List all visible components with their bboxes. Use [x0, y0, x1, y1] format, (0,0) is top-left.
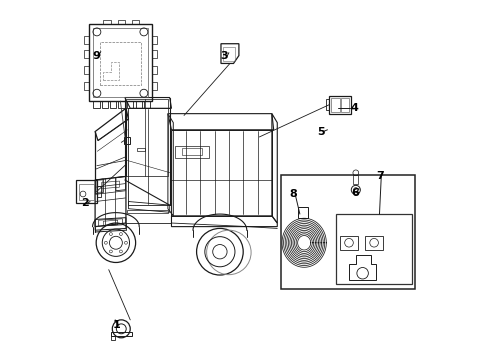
Text: 9: 9: [93, 51, 100, 61]
Text: 1: 1: [112, 320, 120, 330]
Text: 2: 2: [81, 198, 89, 208]
Text: 8: 8: [290, 189, 297, 199]
Text: 4: 4: [351, 103, 359, 113]
Text: 3: 3: [220, 51, 227, 61]
Text: 7: 7: [376, 171, 384, 181]
Text: 5: 5: [317, 127, 324, 136]
Text: 6: 6: [351, 188, 359, 198]
